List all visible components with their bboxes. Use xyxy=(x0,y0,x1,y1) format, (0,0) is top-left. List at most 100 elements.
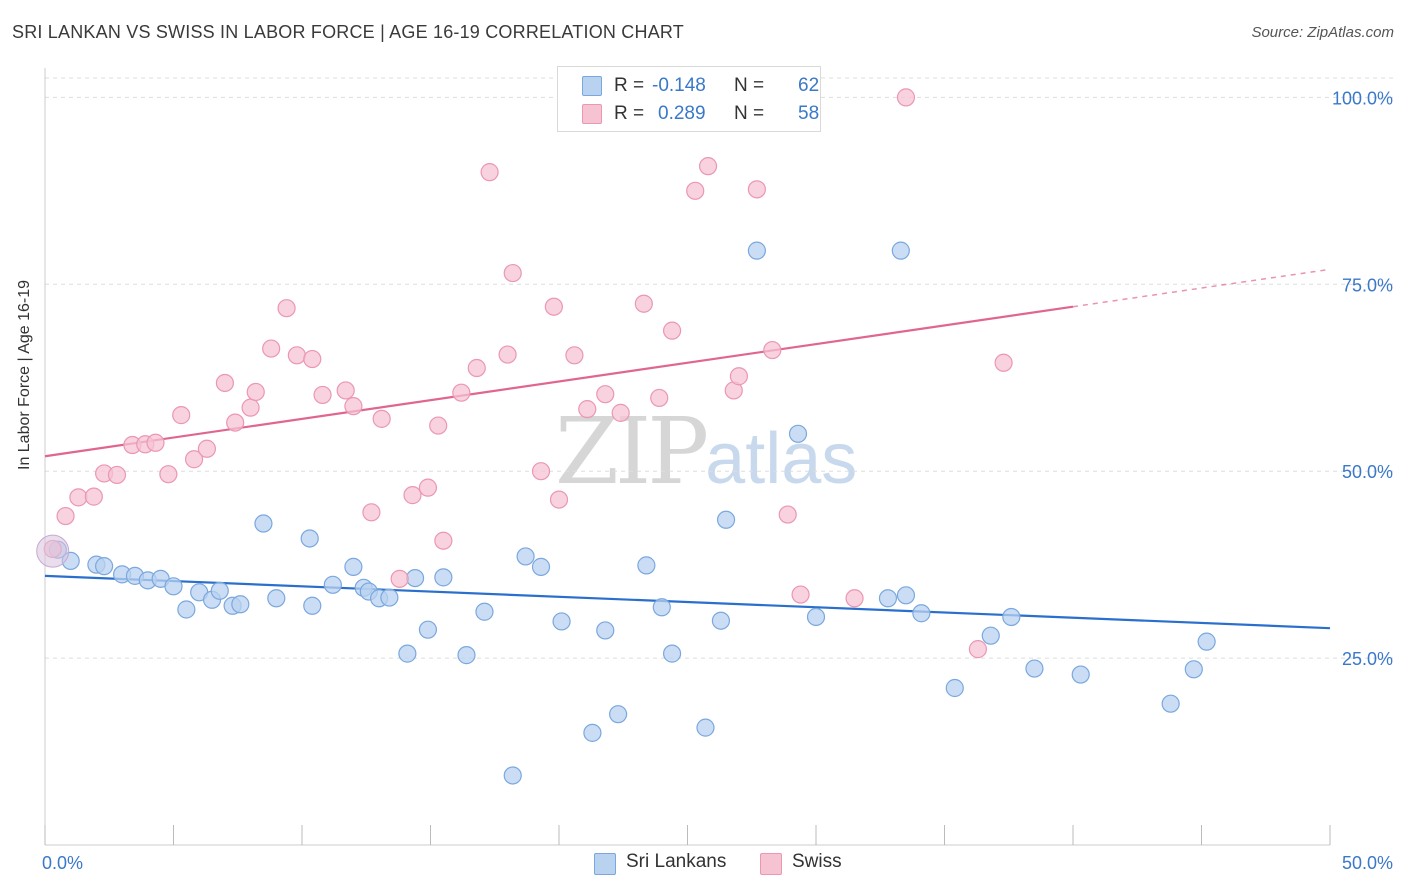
x-tick-label: 50.0% xyxy=(1342,853,1393,873)
swiss-point xyxy=(246,382,265,402)
swiss-point xyxy=(747,180,766,199)
trend-line xyxy=(44,305,1074,458)
swiss-point xyxy=(146,433,165,452)
swiss-point xyxy=(336,381,355,400)
sri-lankans-point xyxy=(531,557,551,576)
sri-lankans-point xyxy=(652,598,671,617)
trend-lines xyxy=(44,268,1331,630)
swiss-point xyxy=(197,439,217,458)
y-tick-label: 50.0% xyxy=(1342,462,1393,482)
sri-lankans-point xyxy=(806,607,826,627)
swiss-point xyxy=(994,353,1013,372)
swiss-point xyxy=(544,297,563,316)
sri-lankans-point xyxy=(896,586,916,605)
swiss-point xyxy=(390,569,409,588)
legend-n-value: 62 xyxy=(798,75,820,96)
stats-legend: R = -0.148 N = 62 R = 0.289 N = 58 xyxy=(557,66,821,132)
sri-lankans-point xyxy=(1197,632,1216,651)
sri-lankans-point xyxy=(457,646,476,665)
swiss-point xyxy=(287,346,306,365)
sri-lankans-point xyxy=(583,723,602,742)
swiss-point xyxy=(418,478,438,497)
sri-lankans-point xyxy=(475,602,494,621)
legend-r-value: 0.289 xyxy=(658,103,706,124)
sri-lankans-point xyxy=(323,575,342,594)
legend-n-value: 58 xyxy=(798,103,820,124)
sri-lankans-point xyxy=(177,600,196,619)
sri-lankans-point xyxy=(711,611,731,630)
swiss-point xyxy=(503,263,522,283)
swiss-point xyxy=(172,406,191,425)
legend-r-label: R = xyxy=(614,103,645,124)
swiss-point xyxy=(262,339,281,358)
swiss-point xyxy=(434,531,453,550)
swiss-point xyxy=(686,181,705,200)
sri-lankans-point xyxy=(164,577,183,596)
sri-lankans-point xyxy=(95,557,114,576)
swiss-point xyxy=(277,299,296,318)
trend-line xyxy=(44,574,1331,630)
swiss-point xyxy=(303,349,322,369)
sri-lankans-point xyxy=(981,626,1000,645)
sri-lankans-point xyxy=(1025,659,1044,678)
trend-line-extension xyxy=(1072,268,1331,308)
sri-lankans-point xyxy=(945,678,964,698)
swiss-point xyxy=(184,450,204,469)
swiss-point xyxy=(467,358,486,378)
gridlines xyxy=(45,77,1395,659)
swiss-point xyxy=(107,465,127,485)
sri-lankans-point xyxy=(300,529,319,548)
sri-lankans-point xyxy=(254,514,273,533)
legend-n-label: N = xyxy=(734,103,765,124)
sri-lankans-point xyxy=(716,510,736,529)
swiss-point xyxy=(362,503,381,522)
sri-lankans-point xyxy=(516,547,535,566)
swiss-point xyxy=(226,413,245,432)
swiss-point xyxy=(215,373,234,393)
swiss-point xyxy=(531,462,551,481)
y-tick-label: 75.0% xyxy=(1342,275,1393,295)
swiss-point xyxy=(662,321,682,340)
swiss-point xyxy=(763,340,782,360)
tick-labels: 25.0% 50.0% 75.0% 100.0% 0.0% 50.0% xyxy=(42,88,1393,873)
sri-lankans-point xyxy=(344,557,363,576)
sri-lankans-point xyxy=(912,604,931,623)
bottom-legend-label: Sri Lankans xyxy=(626,851,727,872)
swiss-point xyxy=(56,506,75,526)
sri-lankans-point xyxy=(788,424,808,443)
sri-lankans-point xyxy=(878,589,898,608)
swiss-point xyxy=(578,400,597,419)
swiss-point xyxy=(845,589,864,608)
sri-lankans-point xyxy=(398,644,417,663)
swiss-point xyxy=(313,385,332,405)
bottom-legend-swatch-blue xyxy=(594,853,616,875)
swiss-point xyxy=(634,294,653,313)
legend-swatch-blue xyxy=(582,76,602,96)
swiss-point xyxy=(159,465,178,484)
sri-lankans-point xyxy=(552,612,571,631)
swiss-point xyxy=(372,409,391,428)
sri-lankans-point xyxy=(503,766,522,785)
legend-n-label: N = xyxy=(734,75,765,96)
sri-lankans-point xyxy=(609,705,628,724)
legend-swatch-pink xyxy=(582,104,602,124)
swiss-point xyxy=(480,163,499,182)
y-tick-label: 25.0% xyxy=(1342,649,1393,669)
swiss-point xyxy=(429,416,448,435)
swiss-point xyxy=(452,383,471,402)
swiss-point xyxy=(968,640,988,659)
swiss-point xyxy=(565,346,584,365)
sri-lankans-point xyxy=(210,581,229,600)
legend-r-value: -0.148 xyxy=(652,75,706,96)
sri-lankans-point xyxy=(662,644,682,663)
sri-lankans-point xyxy=(596,621,615,640)
sri-lankans-point xyxy=(231,595,250,614)
swiss-point xyxy=(778,505,797,524)
sri-lankans-point xyxy=(1184,660,1203,679)
sri-lankans-point xyxy=(1161,694,1180,713)
x-tick-label: 0.0% xyxy=(42,853,83,873)
swiss-point xyxy=(698,157,718,176)
swiss-point xyxy=(84,487,103,506)
source-credit: Source: ZipAtlas.com xyxy=(1251,24,1394,41)
sri-lankans-point xyxy=(637,556,656,575)
